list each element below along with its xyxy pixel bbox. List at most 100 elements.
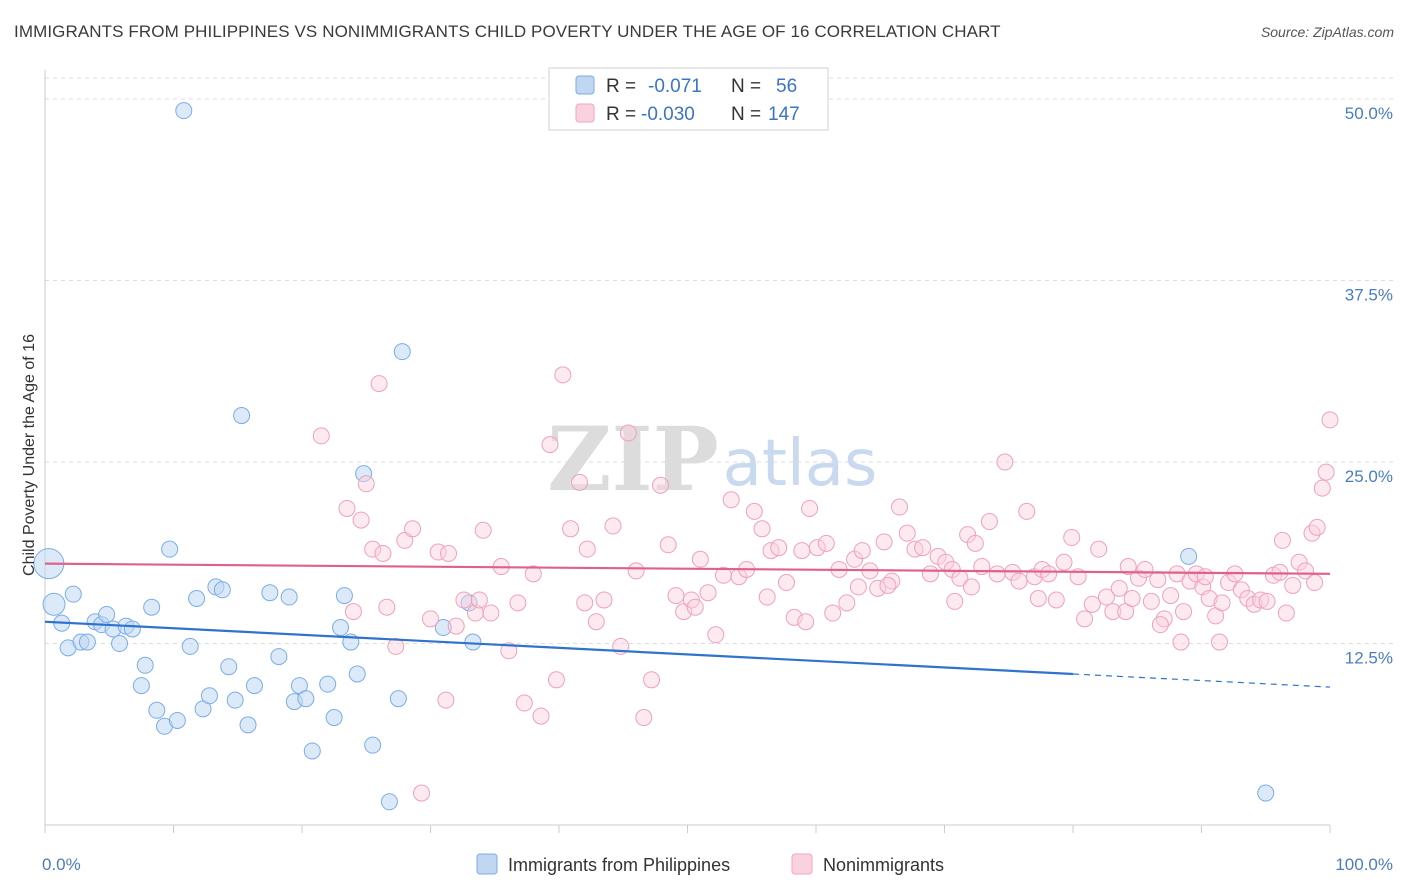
x-tick-label-0: 0.0%	[42, 855, 81, 874]
nonimmigrants-point-140	[849, 578, 867, 596]
nonimmigrants-point-25	[532, 707, 550, 725]
stats-legend: R = -0.071 N = 56 R = -0.030 N = 147	[548, 67, 829, 131]
nonimmigrants-point-38	[635, 709, 653, 727]
nonimmigrants-point-149	[797, 613, 815, 631]
nonimmigrants-point-49	[722, 491, 740, 509]
immigrants-point-39	[303, 742, 321, 760]
nonimmigrants-point-60	[808, 539, 826, 557]
stats-n-label-1: N =	[731, 76, 761, 97]
nonimmigrants-point-141	[946, 592, 964, 610]
nonimmigrants-point-29	[562, 520, 580, 538]
immigrants-point-43	[335, 587, 353, 605]
nonimmigrants-point-132	[1308, 518, 1326, 536]
nonimmigrants-point-42	[667, 587, 685, 605]
nonimmigrants-point-46	[699, 584, 717, 602]
x-tick-label-1: 100.0%	[1335, 855, 1393, 874]
nonimmigrants-point-39	[643, 671, 661, 689]
source-label: Source: ZipAtlas.com	[1260, 24, 1394, 40]
nonimmigrants-point-100	[1104, 603, 1122, 621]
x-tick-labels: 0.0% 100.0%	[42, 855, 1393, 874]
immigrants-point-53	[464, 633, 482, 651]
nonimmigrants-point-130	[1297, 562, 1315, 580]
nonimmigrants-point-31	[578, 540, 596, 558]
nonimmigrants-point-41	[659, 536, 677, 554]
stats-swatch-1	[575, 75, 595, 95]
nonimmigrants-point-84	[988, 565, 1006, 583]
axes	[44, 70, 1331, 833]
nonimmigrants-point-68	[869, 579, 887, 597]
nonimmigrants-point-1	[338, 499, 356, 517]
nonimmigrants-point-121	[1239, 590, 1257, 607]
immigrants-point-33	[261, 584, 279, 602]
stats-n-value-2: 147	[768, 104, 800, 125]
immigrants-point-30	[233, 407, 251, 425]
nonimmigrants-point-107	[1149, 571, 1167, 589]
nonimmigrants-point-14	[439, 544, 457, 562]
immigrants-point-31	[239, 716, 257, 734]
legend-label-immigrants: Immigrants from Philippines	[508, 855, 730, 875]
nonimmigrants-point-61	[817, 534, 835, 552]
nonimmigrants-point-146	[1306, 574, 1324, 592]
chart-title: IMMIGRANTS FROM PHILIPPINES VS NONIMMIGR…	[14, 22, 1001, 41]
y-axis-label: Child Poverty Under the Age of 16	[21, 334, 38, 576]
y-tick-labels: 12.5% 25.0% 37.5% 50.0%	[1345, 104, 1393, 667]
nonimmigrants-point-120	[1232, 581, 1250, 599]
legend-swatch-nonimmigrants	[791, 853, 813, 875]
nonimmigrants-point-139	[758, 588, 776, 606]
immigrants-point-11	[111, 635, 129, 653]
nonimmigrants-point-106	[1142, 592, 1160, 610]
nonimmigrants-point-81	[966, 534, 984, 552]
nonimmigrants-point-36	[619, 424, 637, 442]
nonimmigrants-point-128	[1284, 576, 1302, 594]
immigrants-point-14	[132, 677, 150, 695]
nonimmigrants-point-148	[686, 598, 704, 616]
stats-n-label-2: N =	[731, 104, 761, 125]
nonimmigrants-point-93	[1055, 553, 1073, 571]
nonimmigrants-point-98	[1090, 540, 1108, 558]
nonimmigrants-point-64	[838, 594, 856, 612]
nonimmigrants-point-150	[879, 576, 897, 594]
nonimmigrants-point-18	[474, 521, 492, 539]
nonimmigrants-point-88	[1018, 502, 1036, 520]
nonimmigrants-point-24	[524, 565, 542, 583]
nonimmigrants-point-127	[1277, 604, 1295, 622]
nonimmigrants-point-11	[413, 784, 431, 802]
immigrants-point-51	[434, 619, 452, 637]
nonimmigrants-point-34	[604, 517, 622, 535]
nonimmigrants-point-123	[1252, 591, 1270, 609]
immigrants-point-42	[332, 619, 350, 637]
nonimmigrants-point-59	[801, 499, 819, 517]
nonimmigrants-point-134	[1317, 463, 1335, 481]
immigrants-point-16	[143, 598, 161, 616]
immigrants-point-21	[175, 102, 193, 120]
nonimmigrants-point-16	[455, 591, 473, 609]
nonimmigrants-point-22	[509, 594, 527, 612]
y-tick-label-1: 25.0%	[1345, 467, 1393, 486]
nonimmigrants-point-129	[1290, 553, 1308, 571]
nonimmigrants-point-101	[1110, 579, 1128, 597]
nonimmigrants-point-62	[824, 604, 842, 622]
nonimmigrants-point-142	[1029, 590, 1047, 607]
immigrants-point-45	[348, 665, 366, 683]
nonimmigrants-point-143	[1119, 558, 1137, 576]
stats-r-label-2: R =	[606, 104, 636, 125]
nonimmigrants-point-4	[357, 475, 375, 493]
nonimmigrants-point-45	[691, 550, 709, 568]
nonimmigrants-point-92	[1047, 591, 1065, 609]
nonimmigrants-point-135	[1321, 411, 1339, 429]
y-tick-label-3: 50.0%	[1345, 104, 1393, 123]
immigrants-point-28	[220, 658, 238, 676]
nonimmigrants-point-153	[1172, 633, 1190, 651]
nonimmigrants-point-111	[1175, 603, 1193, 621]
stats-n-value-1: 56	[776, 76, 797, 97]
nonimmigrants-point-145	[1273, 531, 1291, 549]
nonimmigrants-point-6	[370, 375, 388, 393]
nonimmigrants-point-33	[595, 591, 613, 609]
nonimmigrants-point-115	[1200, 590, 1218, 607]
trend-lines	[44, 562, 1331, 688]
nonimmigrants-point-23	[515, 694, 533, 712]
nonimmigrants-point-72	[898, 524, 916, 542]
stats-r-value-2: -0.030	[641, 104, 695, 125]
stats-r-value-1: -0.071	[648, 76, 702, 97]
immigrants-point-29	[226, 691, 244, 709]
